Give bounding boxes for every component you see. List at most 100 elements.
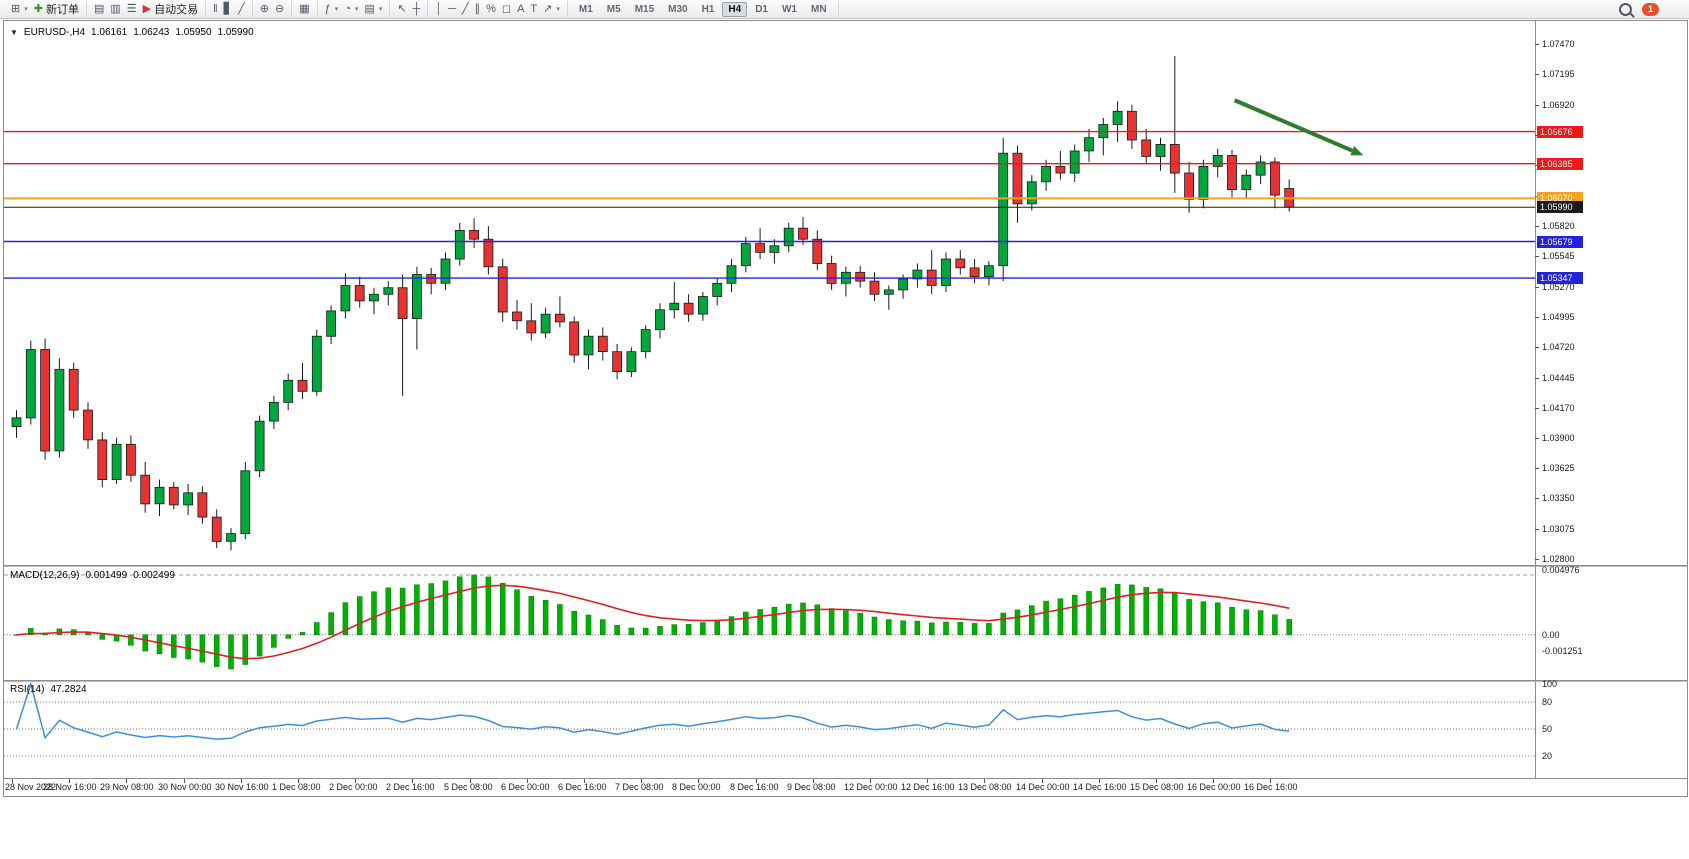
ohlc-bars-button[interactable]: ‖: [210, 2, 221, 16]
macd-bar: [142, 634, 148, 652]
macd-bar: [342, 602, 349, 636]
text-label-button[interactable]: T: [527, 2, 540, 16]
periods-button[interactable]: ◔ ▾: [341, 2, 361, 16]
zoom-out-button[interactable]: ⊖: [272, 2, 287, 16]
rsi-line: [15, 682, 1290, 740]
main-chart-canvas[interactable]: [4, 21, 1535, 566]
timeframe-w1-button[interactable]: W1: [776, 2, 803, 17]
indicators-button[interactable]: ƒ ▾: [322, 2, 342, 16]
candle-body: [25, 349, 36, 419]
candle-body: [268, 401, 279, 422]
candle-body: [383, 287, 394, 295]
notification-badge[interactable]: 1: [1642, 2, 1659, 16]
macd-bar: [800, 602, 806, 636]
toolbar: ⊞ ▾ ✚ 新订单 ▤ ▥ ☰ ▶ 自动交易 ‖ ▋ ╱ ⊕ ⊖ ▦ ƒ ▾ ◔ ▾ ▤ ▾ ↖ ┼ │ ─ ╱ ∥% ◻ A T ↗ ▾ M1…: [0, 0, 1689, 19]
market-watch-button[interactable]: ▤: [91, 2, 107, 16]
time-axis-label: 29 Nov 08:00: [100, 782, 154, 792]
time-axis-label: 16 Dec 16:00: [1244, 782, 1298, 792]
timeframe-m30-button-label: M30: [668, 3, 688, 15]
candle-body: [712, 282, 723, 297]
window-group: ▦: [292, 1, 318, 17]
candle-body: [912, 269, 923, 280]
navigator-button[interactable]: ☰: [124, 2, 140, 16]
macd-name: MACD(12,26,9): [10, 570, 80, 581]
macd-signal-value: 0.002499: [133, 570, 175, 581]
trend-arrow[interactable]: [1233, 98, 1354, 153]
price-axis-label: 1.03900: [1542, 433, 1575, 443]
price-axis-label: 1.03625: [1542, 463, 1575, 473]
shapes-button[interactable]: ◻: [499, 2, 514, 16]
macd-bar: [585, 614, 592, 636]
candle-body: [240, 470, 251, 535]
macd-bar: [1029, 605, 1035, 636]
data-window-button[interactable]: ▥: [107, 2, 123, 16]
price-tag-1.05679: 1.05679: [1537, 236, 1583, 248]
new-order-button[interactable]: ✚ 新订单: [31, 0, 82, 18]
one-click-trading-toggle[interactable]: ▼: [10, 28, 18, 37]
candle-body: [183, 492, 194, 506]
timeframe-m1-button[interactable]: M1: [573, 2, 599, 17]
price-axis-tick: [1535, 256, 1539, 257]
trendline-button[interactable]: ╱: [459, 2, 472, 16]
rsi-chart-canvas[interactable]: [4, 682, 1535, 778]
candle-body: [211, 516, 222, 542]
market-watch-icon: ▤: [93, 3, 105, 15]
timeframe-m1-button-label: M1: [578, 3, 593, 15]
cursor-button[interactable]: ↖: [394, 2, 409, 16]
timeframe-d1-button[interactable]: D1: [749, 2, 774, 17]
macd-bar: [199, 634, 206, 663]
zoom-group: ⊕ ⊖: [253, 1, 293, 17]
macd-bar: [528, 596, 535, 636]
auto-trading-button[interactable]: ▶ 自动交易: [140, 0, 201, 18]
dropdown-caret-icon: ▾: [334, 6, 339, 13]
timeframe-m15-button[interactable]: M15: [629, 2, 660, 17]
toolbar-right-group: 1: [1619, 2, 1659, 16]
timeframe-m5-button[interactable]: M5: [601, 2, 627, 17]
timeframe-h4-button[interactable]: H4: [722, 1, 748, 17]
chart-window[interactable]: ▼ EURUSD-,H4 1.06161 1.06243 1.05950 1.0…: [3, 20, 1688, 797]
macd-bar: [1129, 584, 1135, 636]
time-axis[interactable]: [4, 778, 1687, 796]
line-chart-icon: ╱: [238, 3, 245, 15]
fibonacci-button[interactable]: %: [483, 2, 499, 16]
zoom-in-button[interactable]: ⊕: [257, 2, 272, 16]
timeframe-mn-button-label: MN: [810, 3, 827, 15]
arrows-button[interactable]: ↗ ▾: [540, 2, 563, 16]
chart-type-group: ‖ ▋ ╱: [206, 1, 253, 17]
price-axis-tick: [1535, 226, 1539, 227]
macd-bar: [499, 583, 506, 636]
timeframe-h1-button[interactable]: H1: [696, 2, 721, 17]
candles[interactable]: [11, 56, 1295, 551]
timeframe-mn-button[interactable]: MN: [805, 2, 833, 17]
macd-signal-line: [16, 584, 1290, 660]
templates-button[interactable]: ▤ ▾: [361, 2, 385, 16]
panel-separator-macd-rsi[interactable]: [4, 680, 1687, 682]
tile-windows-button[interactable]: ▦: [296, 2, 312, 16]
horizontal-line-button[interactable]: ─: [445, 2, 459, 16]
price-axis-tick: [1535, 468, 1539, 469]
crosshair-button[interactable]: ┼: [410, 2, 424, 16]
search-icon[interactable]: [1619, 2, 1632, 16]
panel-separator-main-macd[interactable]: [4, 565, 1687, 567]
line-chart-button[interactable]: ╱: [235, 2, 248, 16]
candlestick-button[interactable]: ▋: [221, 2, 235, 16]
macd-chart-canvas[interactable]: [4, 568, 1535, 680]
text-button[interactable]: A: [514, 2, 527, 16]
insert-group: ƒ ▾ ◔ ▾ ▤ ▾: [318, 1, 391, 17]
time-axis-label: 12 Dec 00:00: [844, 782, 898, 792]
macd-bar: [28, 628, 34, 636]
price-axis[interactable]: [1535, 21, 1687, 778]
macd-bar: [828, 608, 835, 636]
new-chart-button[interactable]: ⊞ ▾: [8, 2, 31, 16]
candle-body: [883, 289, 894, 295]
time-axis-label: 28 Nov 16:00: [43, 782, 97, 792]
candle-body: [1227, 154, 1237, 190]
time-axis-label: 28 Nov 2022: [5, 782, 57, 792]
auto-trading-button-label: 自动交易: [154, 4, 199, 16]
price-tag-1.06385: 1.06385: [1537, 158, 1583, 170]
timeframe-m30-button[interactable]: M30: [662, 2, 693, 17]
vertical-line-button[interactable]: │: [432, 2, 445, 16]
channel-button[interactable]: ∥: [472, 2, 484, 16]
candle-body: [1198, 165, 1209, 200]
price-axis-tick: [1535, 44, 1539, 45]
